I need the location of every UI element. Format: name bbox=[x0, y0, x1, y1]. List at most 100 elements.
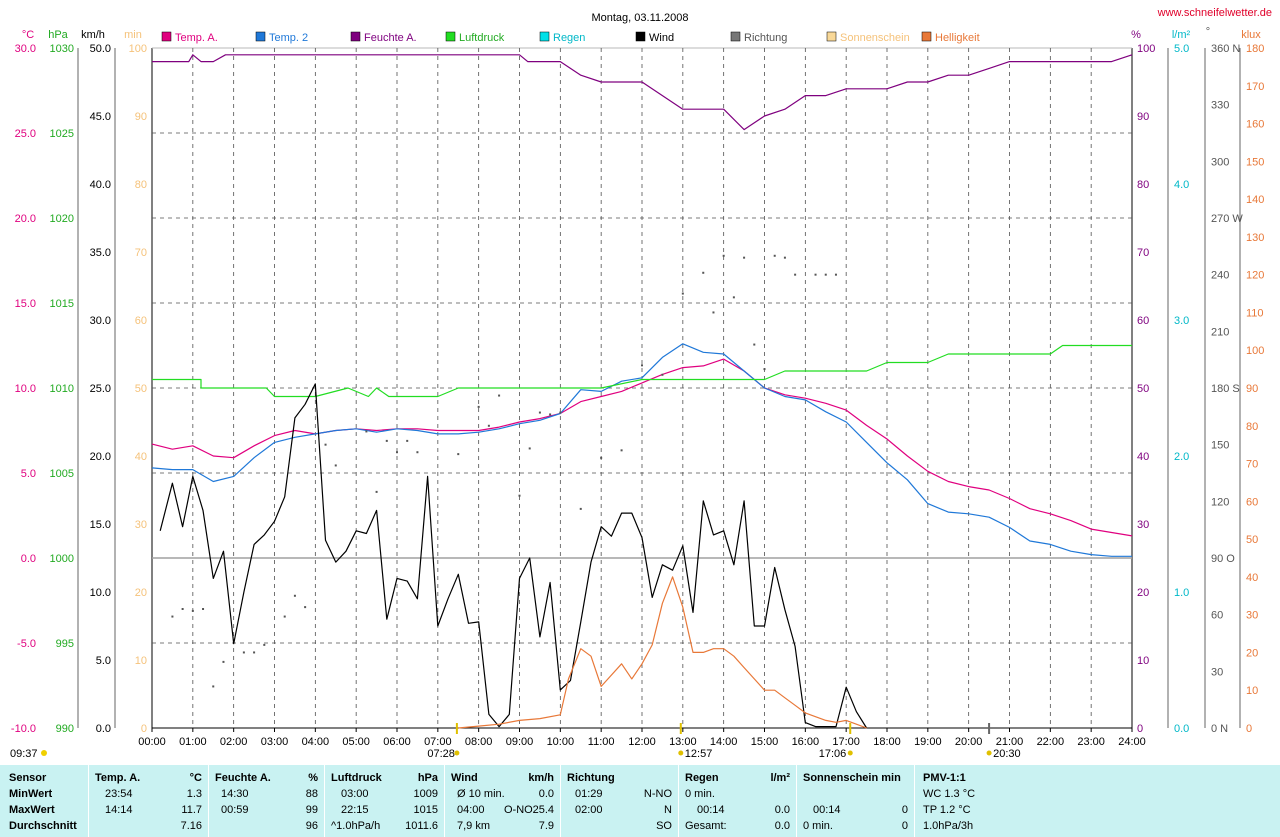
time-tick-label: 23:00 bbox=[1077, 736, 1105, 748]
moon-time-label: 20:30 bbox=[993, 748, 1021, 760]
klux-tick-label: 130 bbox=[1246, 232, 1264, 244]
min-tick-label: 70 bbox=[135, 247, 147, 259]
wind-max-value: 25.4 bbox=[532, 804, 554, 816]
time-tick-label: 03:00 bbox=[261, 736, 289, 748]
pressure-max-time: 22:15 bbox=[341, 804, 369, 816]
temp-min-time: 23:54 bbox=[105, 788, 133, 800]
pmv-dewpoint: TP 1.2 °C bbox=[923, 804, 971, 816]
direction-header-label: Richtung bbox=[567, 772, 615, 784]
temp-tick-label: 5.0 bbox=[21, 468, 36, 480]
kmh-tick-label: 10.0 bbox=[90, 587, 111, 599]
legend-label: Regen bbox=[553, 32, 585, 44]
pressure-header-unit: hPa bbox=[417, 772, 438, 784]
legend-label: Helligkeit bbox=[935, 32, 980, 44]
klux-tick-label: 20 bbox=[1246, 647, 1258, 659]
richtung-point bbox=[763, 368, 766, 371]
richtung-point bbox=[528, 447, 531, 450]
humidity-max-row: 00:59 99 bbox=[213, 802, 318, 818]
wind-min-label: Ø 10 min. bbox=[457, 788, 505, 800]
pct-tick-label: 70 bbox=[1137, 247, 1149, 259]
richtung-point bbox=[375, 490, 378, 493]
temp-tick-label: 25.0 bbox=[15, 128, 36, 140]
klux-tick-label: 40 bbox=[1246, 572, 1258, 584]
richtung-point bbox=[600, 456, 603, 459]
deg-tick-label: 60 bbox=[1211, 610, 1223, 622]
sunshine-max-time: 00:14 bbox=[813, 804, 841, 816]
richtung-point bbox=[283, 615, 286, 618]
legend-label: Temp. 2 bbox=[269, 32, 308, 44]
humidity-column: Feuchte A.% 14:30 88 00:59 99 96 bbox=[208, 765, 324, 837]
direction-max-row: 02:00 N bbox=[565, 802, 672, 818]
deg-tick-label: 240 bbox=[1211, 270, 1229, 282]
klux-tick-label: 80 bbox=[1246, 421, 1258, 433]
min-tick-label: 20 bbox=[135, 587, 147, 599]
deg-tick-label: 300 bbox=[1211, 156, 1229, 168]
rain-header-label: Regen bbox=[685, 772, 719, 784]
update-time-label: 09:37 bbox=[10, 748, 38, 760]
pressure-header: Luftdruck hPa bbox=[329, 770, 438, 786]
humidity-min-row: 14:30 88 bbox=[213, 786, 318, 802]
pct-tick-label: 90 bbox=[1137, 111, 1149, 123]
pct-tick-label: 10 bbox=[1137, 655, 1149, 667]
klux-tick-label: 60 bbox=[1246, 496, 1258, 508]
temp-header-unit: °C bbox=[189, 772, 202, 784]
sunshine-header-label: Sonnenschein min bbox=[803, 772, 901, 784]
legend-swatch bbox=[826, 31, 837, 42]
pressure-trend: ^1.0hPa/h bbox=[331, 820, 381, 832]
hpa-tick-label: 1000 bbox=[50, 553, 74, 565]
sunrise-icon bbox=[454, 750, 460, 756]
direction-header: Richtung bbox=[565, 770, 672, 786]
deg-tick-label: 270 W bbox=[1211, 213, 1243, 225]
time-tick-label: 02:00 bbox=[220, 736, 248, 748]
site-link: www.schneifelwetter.de bbox=[1157, 7, 1272, 19]
pressure-header-label: Luftdruck bbox=[331, 772, 382, 784]
richtung-point bbox=[304, 606, 307, 609]
deg-axis-unit: ° bbox=[1206, 26, 1210, 38]
temp-max-time: 14:14 bbox=[105, 804, 133, 816]
wind-min-row: Ø 10 min. 0.0 bbox=[449, 786, 554, 802]
sunshine-max-value: 0 bbox=[901, 804, 908, 816]
time-tick-label: 04:00 bbox=[302, 736, 330, 748]
time-tick-label: 15:00 bbox=[751, 736, 779, 748]
legend-label: Feuchte A. bbox=[364, 32, 417, 44]
kmh-tick-label: 5.0 bbox=[96, 655, 111, 667]
sunshine-total-row: 0 min. 0 bbox=[801, 818, 908, 834]
pct-tick-label: 30 bbox=[1137, 519, 1149, 531]
time-tick-label: 05:00 bbox=[342, 736, 370, 748]
deg-tick-label: 150 bbox=[1211, 440, 1229, 452]
richtung-point bbox=[477, 405, 480, 408]
legend-swatch bbox=[445, 31, 456, 42]
lm2-tick-label: 5.0 bbox=[1174, 43, 1189, 55]
rain-header-unit: l/m² bbox=[770, 772, 790, 784]
richtung-point bbox=[212, 685, 215, 688]
pct-tick-label: 50 bbox=[1137, 383, 1149, 395]
lm2-tick-label: 3.0 bbox=[1174, 315, 1189, 327]
sunset-time-label: 17:06 bbox=[819, 748, 847, 760]
time-tick-label: 12:00 bbox=[628, 736, 656, 748]
hpa-tick-label: 995 bbox=[56, 638, 74, 650]
legend-swatch bbox=[161, 31, 172, 42]
min-tick-label: 90 bbox=[135, 111, 147, 123]
time-tick-label: 08:00 bbox=[465, 736, 493, 748]
klux-tick-label: 110 bbox=[1246, 307, 1264, 319]
deg-tick-label: 210 bbox=[1211, 326, 1229, 338]
pct-tick-label: 100 bbox=[1137, 43, 1155, 55]
temp-tick-label: 0.0 bbox=[21, 553, 36, 565]
pressure-avg-value: 1011.6 bbox=[405, 820, 438, 832]
lm2-axis-unit: l/m² bbox=[1172, 29, 1191, 41]
hpa-axis-unit: hPa bbox=[48, 29, 68, 41]
pressure-min-time: 03:00 bbox=[341, 788, 369, 800]
time-tick-label: 10:00 bbox=[547, 736, 575, 748]
time-tick-label: 18:00 bbox=[873, 736, 901, 748]
richtung-point bbox=[773, 254, 776, 257]
kmh-tick-label: 0.0 bbox=[96, 723, 111, 735]
humidity-avg-row: 96 bbox=[213, 818, 318, 834]
pressure-max-row: 22:15 1015 bbox=[329, 802, 438, 818]
kmh-tick-label: 20.0 bbox=[90, 451, 111, 463]
wind-line bbox=[159, 383, 868, 729]
kmh-tick-label: 40.0 bbox=[90, 179, 111, 191]
richtung-point bbox=[712, 311, 715, 314]
sunshine-max-row: 00:14 0 bbox=[801, 802, 908, 818]
direction-avg-row: SO bbox=[565, 818, 672, 834]
temp-min-row: 23:54 1.3 bbox=[93, 786, 202, 802]
